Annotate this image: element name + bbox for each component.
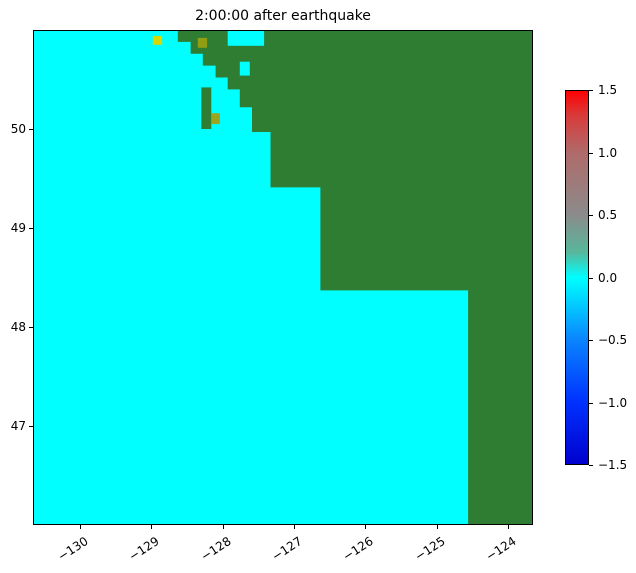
heatmap-plot bbox=[33, 30, 533, 525]
colorbar-tick bbox=[589, 215, 593, 216]
colorbar-tick bbox=[589, 152, 593, 154]
colorbar-tick bbox=[589, 465, 593, 466]
heatmap-canvas bbox=[33, 30, 533, 525]
y-tick-label: 48 bbox=[10, 320, 26, 334]
wave-hotspot bbox=[197, 37, 208, 48]
colorbar bbox=[565, 90, 589, 465]
x-tick bbox=[151, 525, 153, 529]
colorbar-tick-label: 1.0 bbox=[598, 145, 618, 160]
axes-spine bbox=[33, 30, 533, 525]
colorbar-tick bbox=[589, 277, 593, 279]
x-tick-label: −126 bbox=[340, 534, 376, 564]
colorbar-tick bbox=[589, 340, 593, 341]
x-tick bbox=[365, 525, 367, 529]
colorbar-tick bbox=[589, 402, 593, 404]
x-tick bbox=[436, 525, 438, 529]
colorbar-tick-label: 0.0 bbox=[598, 270, 618, 285]
colorbar-tick-label: −0.5 bbox=[598, 333, 628, 347]
x-tick-label: −124 bbox=[483, 534, 519, 564]
y-tick bbox=[29, 327, 33, 328]
inlet-region bbox=[239, 61, 250, 76]
y-tick-label: 47 bbox=[10, 419, 26, 433]
wave-hotspot bbox=[152, 35, 163, 45]
colorbar-tick-label: −1.5 bbox=[598, 458, 628, 472]
wave-hotspot bbox=[211, 113, 220, 125]
island-region bbox=[201, 87, 212, 129]
x-tick bbox=[294, 525, 296, 529]
chart-title: 2:00:00 after earthquake bbox=[195, 8, 371, 24]
inlet-region bbox=[227, 30, 265, 46]
y-tick bbox=[29, 426, 33, 427]
colorbar-tick bbox=[589, 90, 593, 91]
x-tick-label: −130 bbox=[55, 534, 91, 564]
x-tick-label: −128 bbox=[198, 534, 234, 564]
x-tick-label: −125 bbox=[412, 534, 448, 564]
colorbar-tick-label: 1.5 bbox=[598, 83, 618, 97]
x-tick bbox=[80, 525, 82, 529]
x-tick-label: −127 bbox=[269, 534, 305, 564]
y-tick bbox=[29, 129, 33, 130]
x-tick-label: −129 bbox=[126, 534, 163, 564]
land-region bbox=[177, 30, 533, 525]
y-tick-label: 49 bbox=[10, 221, 26, 235]
x-tick bbox=[508, 525, 510, 529]
y-tick-label: 50 bbox=[10, 122, 26, 136]
colorbar-tick-label: 0.5 bbox=[598, 208, 618, 222]
colorbar-tick-label: −1.0 bbox=[598, 395, 628, 410]
x-tick bbox=[222, 525, 224, 529]
y-tick bbox=[29, 228, 33, 229]
